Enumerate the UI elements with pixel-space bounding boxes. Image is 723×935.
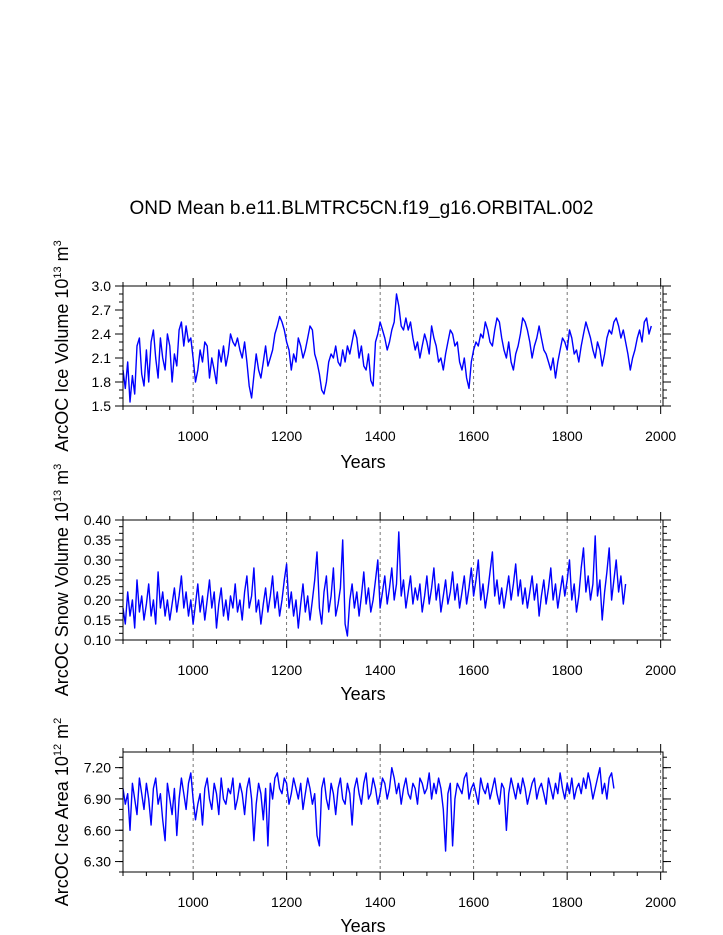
y-tick-label: 0.20 <box>84 592 111 608</box>
y-tick-label: 0.40 <box>84 512 111 528</box>
chart-snow-volume: 1000 1200 1400 1600 1800 2000 0.10 0.15 0.20 0.25… <box>52 464 676 704</box>
y-tick-label: 0.25 <box>84 572 111 588</box>
x-tick-label: 2000 <box>645 894 676 910</box>
x-tick-label: 2000 <box>645 662 676 678</box>
x-tick-label: 1600 <box>458 428 489 444</box>
x-tick-label: 1000 <box>178 662 209 678</box>
x-tick-label: 1400 <box>365 428 396 444</box>
x-tick-label: 1800 <box>552 662 583 678</box>
y-tick-label: 1.8 <box>92 374 112 390</box>
y-tick-label: 6.90 <box>84 791 111 807</box>
y-axis-label: ArcOC Ice Volume 1013 m3 <box>52 240 72 451</box>
y-tick-label: 0.35 <box>84 532 111 548</box>
x-tick-label: 1200 <box>271 894 302 910</box>
y-tick-label: 1.5 <box>92 398 112 414</box>
chart-ice-volume: 1000 1200 1400 1600 1800 2000 1.5 1.8 2.1 2.4 2.7 3… <box>52 240 676 472</box>
y-tick-label: 0.15 <box>84 612 111 628</box>
x-axis-label: Years <box>340 452 385 472</box>
series-line-ice-volume <box>122 293 652 403</box>
y-tick-label: 6.60 <box>84 822 111 838</box>
x-tick-label: 1600 <box>458 894 489 910</box>
y-axis-label: ArcOC Snow Volume 1013 m3 <box>52 464 72 696</box>
x-tick-label: 1200 <box>271 428 302 444</box>
y-tick-label: 0.10 <box>84 632 111 648</box>
x-tick-label: 1200 <box>271 662 302 678</box>
x-axis-label: Years <box>340 916 385 935</box>
y-axis-label: ArcOC Ice Area 1012 m2 <box>52 718 72 906</box>
x-tick-label: 1000 <box>178 894 209 910</box>
y-tick-label: 3.0 <box>92 278 112 294</box>
x-tick-label: 1600 <box>458 662 489 678</box>
plot-frame <box>122 285 664 407</box>
y-tick-label: 2.7 <box>92 302 112 318</box>
y-tick-label: 0.30 <box>84 552 111 568</box>
series-line-ice-area <box>122 767 615 852</box>
x-tick-label: 1400 <box>365 894 396 910</box>
x-tick-label: 1800 <box>552 428 583 444</box>
series-line-snow-volume <box>122 531 627 637</box>
figure-title: OND Mean b.e11.BLMTRC5CN.f19_g16.ORBITAL… <box>129 198 594 219</box>
x-tick-label: 1800 <box>552 894 583 910</box>
x-tick-label: 1000 <box>178 428 209 444</box>
y-tick-label: 2.4 <box>92 326 112 342</box>
x-axis-label: Years <box>340 684 385 704</box>
y-tick-label: 7.20 <box>84 760 111 776</box>
plot-frame <box>122 751 664 873</box>
x-tick-label: 1400 <box>365 662 396 678</box>
x-tick-label: 2000 <box>645 428 676 444</box>
y-tick-label: 6.30 <box>84 854 111 870</box>
y-tick-label: 2.1 <box>92 350 112 366</box>
chart-ice-area: 1000 1200 1400 1600 1800 2000 6.30 6.60 6.90 7.20… <box>52 718 676 935</box>
